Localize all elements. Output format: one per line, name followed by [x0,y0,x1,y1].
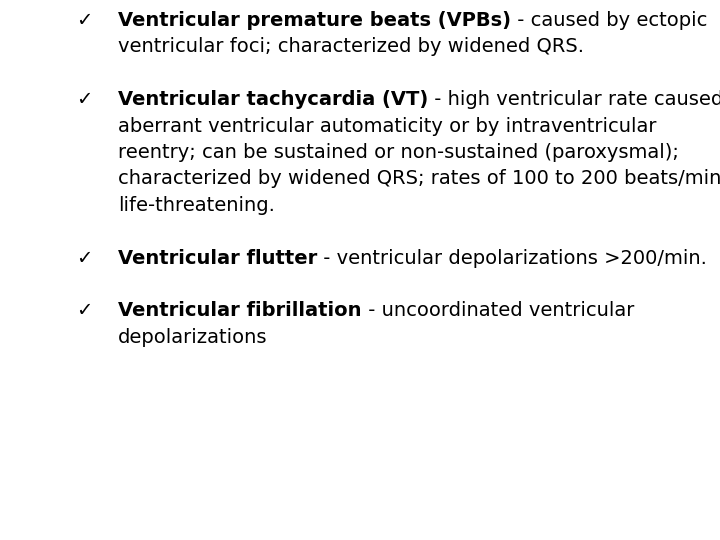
Text: ✓: ✓ [76,248,93,268]
Text: - uncoordinated ventricular: - uncoordinated ventricular [361,301,634,320]
Text: - caused by ectopic: - caused by ectopic [511,11,708,30]
Text: life-threatening.: life-threatening. [118,196,275,215]
Text: ventricular foci; characterized by widened QRS.: ventricular foci; characterized by widen… [118,37,584,57]
Text: - high ventricular rate caused by: - high ventricular rate caused by [428,90,720,109]
Text: depolarizations: depolarizations [118,328,268,347]
Text: - ventricular depolarizations >200/min.: - ventricular depolarizations >200/min. [318,248,707,268]
Text: Ventricular premature beats (VPBs): Ventricular premature beats (VPBs) [118,11,511,30]
Text: characterized by widened QRS; rates of 100 to 200 beats/min;: characterized by widened QRS; rates of 1… [118,170,720,188]
Text: Ventricular fibrillation: Ventricular fibrillation [118,301,361,320]
Text: ✓: ✓ [76,90,93,109]
Text: aberrant ventricular automaticity or by intraventricular: aberrant ventricular automaticity or by … [118,117,657,136]
Text: ✓: ✓ [76,301,93,320]
Text: Ventricular tachycardia (VT): Ventricular tachycardia (VT) [118,90,428,109]
Text: ✓: ✓ [76,11,93,30]
Text: reentry; can be sustained or non-sustained (paroxysmal);: reentry; can be sustained or non-sustain… [118,143,679,162]
Text: Ventricular flutter: Ventricular flutter [118,248,318,268]
